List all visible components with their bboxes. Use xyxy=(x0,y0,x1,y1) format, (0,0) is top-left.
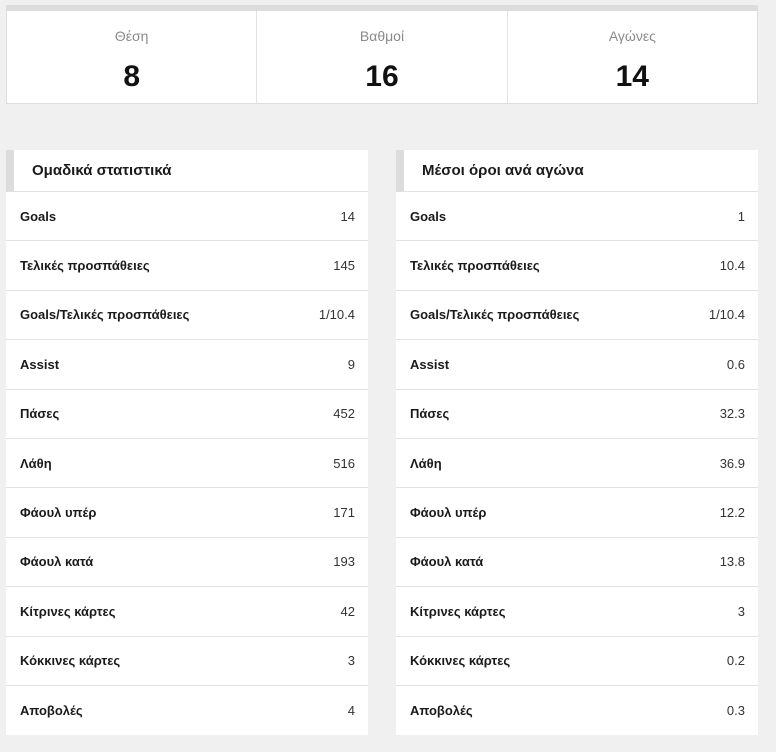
stat-value: 3 xyxy=(737,603,745,619)
stat-value: 193 xyxy=(333,554,355,570)
panel-title: Ομαδικά στατιστικά xyxy=(6,150,368,192)
stat-value: 3 xyxy=(347,653,355,669)
stat-label: Assist xyxy=(20,356,60,372)
stat-label: Τελικές προσπάθειες xyxy=(20,258,150,274)
stat-label: Αποβολές xyxy=(410,703,473,719)
stat-row: Πάσες 452 xyxy=(6,390,368,439)
stat-row: Τελικές προσπάθειες 145 xyxy=(6,241,368,291)
summary-matches: Αγώνες 14 xyxy=(508,11,757,103)
stat-value: 1/10.4 xyxy=(318,307,355,323)
stat-value: 1 xyxy=(737,208,745,224)
stats-list: Goals 14 Τελικές προσπάθειες 145 Goals/Τελικ… xyxy=(6,192,368,735)
stat-row: Κόκκινες κάρτες 3 xyxy=(6,637,368,686)
stat-value: 13.8 xyxy=(719,554,745,570)
stat-row: Goals 1 xyxy=(396,192,758,242)
stat-row: Φάουλ υπέρ 171 xyxy=(6,488,368,538)
stat-row: Φάουλ υπέρ 12.2 xyxy=(396,488,758,538)
stat-row: Assist 0.6 xyxy=(396,340,758,390)
stat-value: 12.2 xyxy=(719,505,745,521)
stat-row: Λάθη 36.9 xyxy=(396,439,758,489)
stat-label: Assist xyxy=(410,356,450,372)
stat-row: Φάουλ κατά 13.8 xyxy=(396,538,758,588)
summary-label: Βαθμοί xyxy=(359,28,405,44)
summary-position: Θέση 8 xyxy=(7,11,258,103)
stat-value: 14 xyxy=(340,208,355,224)
summary-value: 16 xyxy=(365,60,399,93)
stat-label: Goals xyxy=(20,208,57,224)
summary-label: Αγώνες xyxy=(608,28,656,44)
stat-row: Αποβολές 4 xyxy=(6,686,368,735)
stat-row: Goals/Τελικές προσπάθειες 1/10.4 xyxy=(396,291,758,341)
stat-label: Κόκκινες κάρτες xyxy=(410,653,511,669)
summary-label: Θέση xyxy=(114,28,149,44)
stat-label: Λάθη xyxy=(20,455,52,471)
stat-label: Goals/Τελικές προσπάθειες xyxy=(410,307,580,323)
stat-row: Τελικές προσπάθειες 10.4 xyxy=(396,241,758,291)
stat-row: Πάσες 32.3 xyxy=(396,390,758,439)
stat-label: Αποβολές xyxy=(20,703,83,719)
summary-bar: Θέση 8 Βαθμοί 16 Αγώνες 14 xyxy=(6,5,758,104)
stat-value: 9 xyxy=(347,356,355,372)
stat-row: Κίτρινες κάρτες 3 xyxy=(396,587,758,637)
stat-label: Φάουλ κατά xyxy=(20,554,94,570)
stat-value: 1/10.4 xyxy=(708,307,745,323)
stat-row: Λάθη 516 xyxy=(6,439,368,489)
stat-value: 145 xyxy=(333,258,355,274)
stat-label: Κίτρινες κάρτες xyxy=(20,603,116,619)
stat-value: 0.2 xyxy=(726,653,745,669)
stat-row: Αποβολές 0.3 xyxy=(396,686,758,735)
stat-label: Κίτρινες κάρτες xyxy=(410,603,506,619)
stat-value: 0.3 xyxy=(726,703,745,719)
stats-list: Goals 1 Τελικές προσπάθειες 10.4 Goals/Τελικ… xyxy=(396,192,758,735)
summary-value: 8 xyxy=(123,60,140,93)
stat-row: Goals/Τελικές προσπάθειες 1/10.4 xyxy=(6,291,368,341)
stat-label: Φάουλ υπέρ xyxy=(20,505,97,521)
stat-label: Κόκκινες κάρτες xyxy=(20,653,121,669)
stat-label: Λάθη xyxy=(410,455,442,471)
stat-label: Φάουλ κατά xyxy=(410,554,484,570)
stat-label: Goals xyxy=(410,208,447,224)
stat-label: Τελικές προσπάθειες xyxy=(410,258,540,274)
stat-value: 36.9 xyxy=(719,455,745,471)
stat-value: 171 xyxy=(333,505,355,521)
stat-value: 42 xyxy=(340,603,355,619)
stat-row: Assist 9 xyxy=(6,340,368,390)
stat-label: Πάσες xyxy=(20,406,60,422)
per-match-panel: Μέσοι όροι ανά αγώνα Goals 1 Τελικές προσπ… xyxy=(396,150,758,736)
stat-value: 0.6 xyxy=(726,356,745,372)
stat-value: 516 xyxy=(333,455,355,471)
stat-label: Goals/Τελικές προσπάθειες xyxy=(20,307,190,323)
panel-title: Μέσοι όροι ανά αγώνα xyxy=(396,150,758,192)
stat-value: 10.4 xyxy=(719,258,745,274)
stat-label: Φάουλ υπέρ xyxy=(410,505,487,521)
stat-row: Φάουλ κατά 193 xyxy=(6,538,368,588)
stat-row: Κίτρινες κάρτες 42 xyxy=(6,587,368,637)
stat-value: 32.3 xyxy=(719,406,745,422)
summary-points: Βαθμοί 16 xyxy=(257,11,508,103)
stat-value: 4 xyxy=(347,703,355,719)
team-stats-panel: Ομαδικά στατιστικά Goals 14 Τελικές προσπά… xyxy=(6,150,368,736)
stat-value: 452 xyxy=(333,406,355,422)
stat-label: Πάσες xyxy=(410,406,450,422)
stat-row: Κόκκινες κάρτες 0.2 xyxy=(396,637,758,686)
summary-value: 14 xyxy=(615,60,649,93)
stat-row: Goals 14 xyxy=(6,192,368,242)
